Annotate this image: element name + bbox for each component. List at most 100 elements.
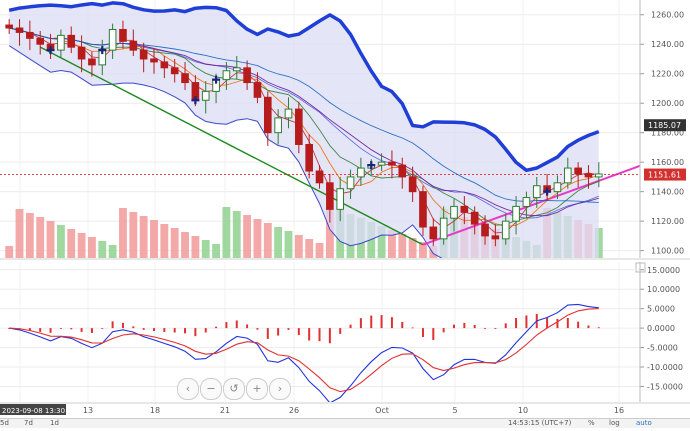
- indicator-axis[interactable]: 15.0000 10.0000 5.0000 0.0000 -5.0000 -10.000…: [639, 262, 683, 402]
- volume-bar: [67, 229, 76, 258]
- volume-bar: [5, 246, 14, 258]
- price-tick-label: 1260.00: [651, 11, 684, 20]
- indicator-tick-label: 5.0000: [647, 305, 675, 314]
- macd-histogram-bar: [225, 322, 228, 329]
- volume-bar: [56, 225, 65, 258]
- candle-body: [129, 40, 138, 51]
- indicator-tick-label: -15.0000: [647, 382, 683, 391]
- macd-histogram-bar: [111, 321, 114, 329]
- macd-histogram-bar: [266, 328, 269, 339]
- indicator-panel-grid: [0, 262, 640, 402]
- zoom-out-button[interactable]: −: [200, 378, 222, 400]
- macd-histogram-bar: [235, 320, 238, 329]
- moving-averages: [9, 27, 599, 234]
- macd-lines: [9, 303, 599, 402]
- macd-histogram-bar: [287, 328, 290, 330]
- price-tick-label: 1200.00: [651, 99, 684, 108]
- macd-histogram-bar: [256, 328, 259, 330]
- candle-body: [388, 161, 396, 166]
- indicator-tick-label: -5.0000: [647, 344, 678, 353]
- candle-body: [284, 108, 293, 119]
- candle-body: [532, 185, 541, 199]
- macd-histogram-bar: [390, 317, 393, 329]
- price-tick-label: 1140.00: [651, 188, 684, 197]
- volume-bar: [284, 231, 293, 258]
- volume-bar: [315, 243, 324, 258]
- candle-body: [263, 96, 272, 134]
- volume-bar: [77, 233, 86, 258]
- signal-marker: [367, 161, 376, 170]
- volume-bar: [253, 219, 262, 258]
- macd-histogram-bar: [421, 328, 424, 337]
- indicator-tick-label: -10.0000: [647, 363, 683, 372]
- candle-body: [595, 173, 603, 178]
- range-1d-button[interactable]: 1d: [50, 419, 59, 427]
- volume-bar: [46, 221, 55, 258]
- candle-body: [295, 108, 303, 145]
- price-tick-label: 1240.00: [651, 40, 684, 49]
- price-tick-label: 1120.00: [651, 217, 684, 226]
- macd-histogram-bar: [556, 318, 559, 329]
- zoom-in-button[interactable]: +: [246, 378, 268, 400]
- macd-histogram-bar: [328, 328, 331, 344]
- candle-body: [501, 220, 510, 240]
- moving-average-line: [9, 27, 599, 203]
- signal-marker: [543, 187, 552, 196]
- macd-histogram-bar: [349, 324, 352, 329]
- price-tick-label: 1180.00: [651, 129, 684, 138]
- volume-bar: [119, 208, 127, 258]
- macd-histogram-bar: [546, 317, 549, 329]
- indicator-tick-label: 15.0000: [647, 266, 680, 275]
- date-axis: 2023-09-08 13:30:00 13 18 21 26 Oct 5 10 16: [0, 402, 690, 415]
- reset-zoom-button[interactable]: ↺: [223, 378, 245, 400]
- volume-bar: [191, 236, 200, 258]
- macd-histogram-bar: [142, 328, 145, 330]
- clock-label: 14:53:15 (UTC+7): [508, 419, 572, 427]
- date-tick-label: 16: [614, 406, 624, 415]
- macd-histogram-bar: [277, 328, 280, 336]
- macd-histogram-bar: [401, 321, 404, 329]
- macd-histogram-bar: [515, 318, 518, 329]
- macd-histogram-bar: [432, 328, 435, 341]
- macd-histogram-bar: [297, 328, 300, 336]
- macd-histogram-bar: [484, 327, 487, 329]
- macd-histogram-bar: [153, 328, 155, 332]
- range-5d-button[interactable]: 5d: [0, 419, 9, 427]
- scroll-left-button[interactable]: ‹: [177, 378, 199, 400]
- candle-body: [315, 170, 324, 184]
- candle-body: [108, 28, 117, 51]
- date-tick-label: Oct: [375, 406, 389, 415]
- candle-body: [119, 28, 127, 42]
- macd-histogram-bar: [246, 324, 249, 329]
- volume-bar: [377, 226, 386, 258]
- macd-histogram-bar: [577, 321, 580, 329]
- log-toggle[interactable]: log: [609, 419, 620, 427]
- macd-histogram-bar: [318, 328, 321, 342]
- auto-toggle[interactable]: auto: [636, 419, 652, 427]
- indicator-tick-label: 0.0000: [647, 324, 675, 333]
- macd-histogram-bar: [566, 318, 569, 329]
- candle-body: [429, 226, 438, 240]
- date-tick-label: 18: [150, 406, 160, 415]
- range-7d-button[interactable]: 7d: [24, 419, 33, 427]
- scroll-right-button[interactable]: ›: [269, 378, 291, 400]
- percent-toggle[interactable]: %: [588, 419, 595, 427]
- volume-bar: [139, 216, 148, 258]
- macd-histogram-bar: [215, 326, 218, 329]
- price-axis[interactable]: 1260.00 1240.00 1220.00 1200.00 1180.00 1160.…: [639, 0, 686, 258]
- candle-body: [357, 167, 365, 178]
- volume-bar: [263, 223, 272, 258]
- price-tag: [644, 119, 686, 132]
- macd-histogram-bar: [90, 328, 93, 333]
- macd-histogram-bar: [70, 328, 73, 330]
- candle-body: [150, 58, 158, 63]
- candle-body: [408, 176, 417, 193]
- macd-histogram-bar: [359, 318, 362, 329]
- price-tick-label: 1160.00: [651, 158, 684, 167]
- candle-body: [450, 205, 458, 219]
- macd-histogram-bar: [494, 328, 497, 329]
- macd-histogram-bar: [370, 315, 373, 329]
- macd-histogram-bar: [194, 328, 197, 337]
